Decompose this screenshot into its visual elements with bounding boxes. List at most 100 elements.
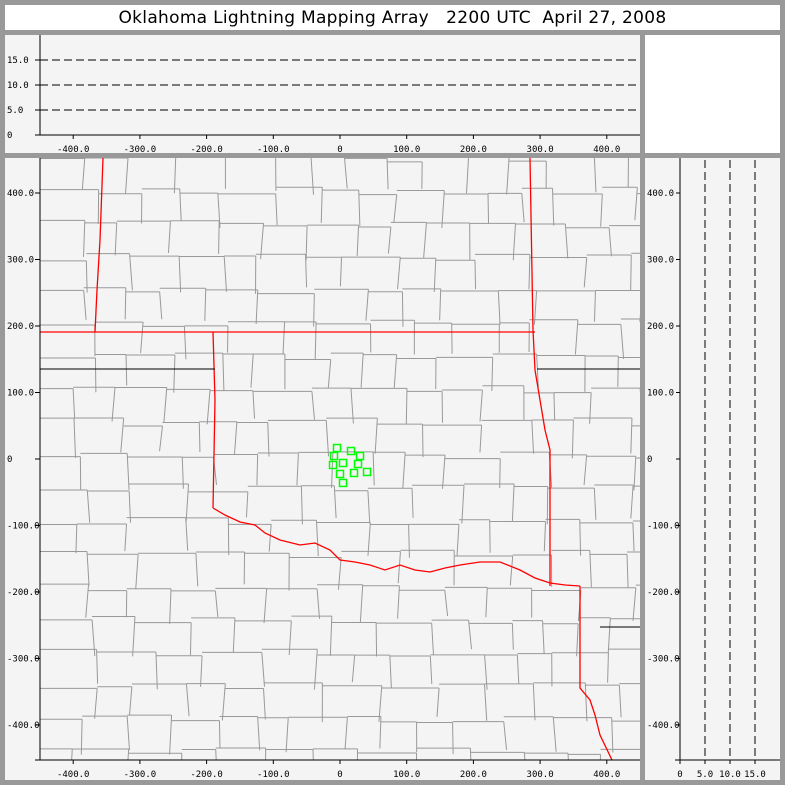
county-line — [252, 390, 256, 419]
county-line — [461, 485, 465, 524]
county-line — [387, 227, 392, 254]
county-line — [653, 749, 654, 781]
top-x-tick-label: -200.0 — [190, 145, 223, 155]
county-line — [344, 158, 348, 189]
county-line — [630, 254, 632, 291]
county-line — [275, 193, 278, 226]
county-line — [124, 523, 128, 552]
county-line — [222, 353, 225, 391]
county-line — [327, 359, 332, 388]
county-line — [268, 524, 272, 552]
county-line — [630, 484, 634, 519]
state-border-red — [579, 586, 613, 760]
map-x-tick-label: -100.0 — [257, 770, 290, 780]
right-y-tick-label: -200.0 — [647, 588, 680, 598]
county-line — [687, 426, 689, 453]
county-line — [542, 620, 545, 655]
map-y-tick-label: -200.0 — [7, 588, 40, 598]
county-line — [85, 584, 90, 618]
county-line — [633, 456, 637, 491]
county-line — [593, 488, 597, 520]
county-line — [73, 418, 76, 458]
county-line — [552, 716, 557, 752]
right-y-tick-label: -400.0 — [647, 721, 680, 731]
county-line — [379, 716, 382, 749]
county-line — [583, 454, 588, 486]
county-line — [173, 354, 176, 393]
county-line — [670, 358, 672, 391]
lma-station-marker — [355, 451, 365, 461]
right-y-tick-label: 400.0 — [647, 189, 674, 199]
map-y-tick-label: 200.0 — [7, 322, 34, 332]
map-title: Oklahoma Lightning Mapping Array 2200 UT… — [5, 5, 780, 30]
county-line — [689, 521, 691, 553]
county-line — [589, 392, 592, 424]
county-line — [96, 649, 99, 684]
right-x-tick-label: 5.0 — [697, 770, 713, 780]
lma-station-marker — [353, 459, 363, 469]
county-line — [386, 158, 389, 190]
county-line — [397, 585, 400, 619]
county-line — [305, 254, 308, 288]
county-line — [497, 290, 501, 325]
right-y-tick-label: 200.0 — [647, 322, 674, 332]
top-x-tick-label: 100.0 — [393, 145, 420, 155]
right-x-tick-label: 10.0 — [719, 770, 741, 780]
county-line — [372, 451, 375, 486]
top-x-tick-label: -400.0 — [57, 145, 90, 155]
county-line — [485, 587, 488, 618]
county-line — [632, 587, 637, 621]
top-x-tick-label: 0 — [337, 145, 342, 155]
county-line — [677, 684, 680, 722]
state-border-red — [529, 158, 551, 586]
county-line — [125, 354, 128, 386]
county-line — [583, 257, 588, 288]
lma-station-marker — [328, 460, 338, 470]
county-line — [132, 616, 136, 657]
county-line — [663, 552, 664, 585]
county-line — [129, 253, 133, 291]
county-line — [531, 420, 535, 454]
county-line — [126, 453, 130, 491]
county-line — [442, 455, 446, 489]
county-line — [169, 715, 173, 755]
county-line — [320, 187, 323, 223]
county-line — [639, 388, 640, 394]
county-line — [169, 588, 172, 624]
county-line — [452, 722, 454, 755]
map-x-tick-label: 400.0 — [593, 770, 620, 780]
county-line — [159, 291, 163, 320]
county-line — [607, 617, 611, 654]
county-line — [356, 225, 360, 256]
county-line — [483, 684, 488, 721]
state-border-red — [212, 507, 581, 587]
county-line — [218, 720, 221, 749]
county-line — [71, 748, 73, 760]
county-line — [553, 392, 556, 420]
county-line — [305, 225, 308, 261]
map-y-tick-label: 300.0 — [7, 256, 34, 266]
county-line — [124, 287, 127, 320]
map-x-tick-label: 100.0 — [393, 770, 420, 780]
top-y-tick-label: 10.0 — [7, 81, 29, 91]
county-line — [593, 158, 597, 193]
county-line — [607, 652, 609, 683]
county-line — [397, 257, 401, 290]
county-line — [344, 717, 348, 750]
county-line — [223, 256, 227, 292]
county-line — [634, 187, 638, 221]
county-line — [120, 418, 125, 453]
county-line — [233, 421, 238, 455]
county-line — [360, 353, 364, 388]
county-line — [639, 313, 640, 323]
county-borders — [40, 158, 691, 781]
county-line — [260, 223, 265, 260]
county-line — [675, 486, 676, 517]
county-line — [114, 222, 118, 256]
county-line — [314, 321, 317, 360]
county-line — [506, 158, 510, 195]
county-line — [423, 222, 427, 258]
county-line — [528, 254, 531, 290]
county-line — [389, 655, 392, 688]
top-x-tick-label: -300.0 — [124, 145, 157, 155]
